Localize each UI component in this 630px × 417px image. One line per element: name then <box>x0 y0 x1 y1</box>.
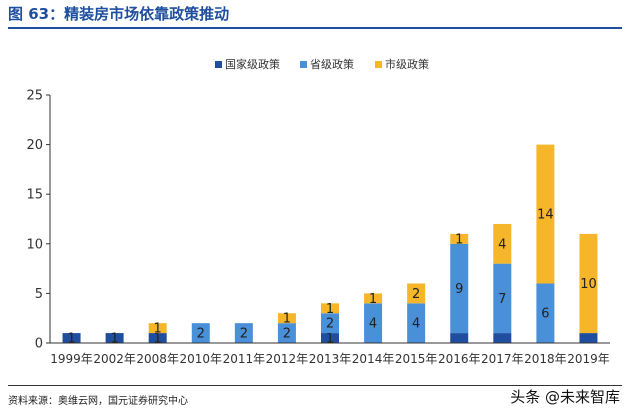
watermark: 头条 @未来智库 <box>510 388 620 406</box>
bar-segment <box>277 313 296 324</box>
x-tick-label: 2016年 <box>438 352 481 366</box>
title-divider <box>8 27 622 29</box>
chart-title: 图 63：精装房市场依靠政策推动 <box>8 5 230 23</box>
data-label: 6 <box>541 307 549 322</box>
bar-segment <box>62 333 81 343</box>
bar-segment <box>493 223 512 264</box>
bar-segment <box>579 333 598 343</box>
legend-label: 市级政策 <box>385 57 429 71</box>
source-note: 资料来源：奥维云网，国元证券研究中心 <box>8 396 188 407</box>
bar-segment <box>536 144 555 284</box>
x-tick-label: 2008年 <box>136 352 179 366</box>
y-tick-label: 20 <box>26 138 43 153</box>
data-label: 1 <box>326 302 334 317</box>
data-label: 2 <box>283 327 291 342</box>
bar-segment <box>148 323 167 334</box>
bar-segment <box>493 263 512 334</box>
legend-swatch <box>300 61 307 68</box>
x-tick-label: 2011年 <box>223 352 266 366</box>
bar-segment <box>105 333 124 343</box>
y-tick-label: 10 <box>26 237 43 252</box>
bar-segment <box>450 243 469 334</box>
bar-segment <box>321 313 339 334</box>
x-axis: 1999年 2002年 2008年 2010年 2011年 2012年 2013年 2014年… <box>50 342 610 366</box>
data-label: 2 <box>412 287 420 302</box>
x-tick-label: 2013年 <box>309 352 352 366</box>
bar-segment <box>407 303 426 343</box>
bar-segment <box>364 293 383 304</box>
data-label: 14 <box>537 208 554 223</box>
data-label: 7 <box>498 292 506 307</box>
legend: 国家级政策 省级政策 市级政策 <box>215 57 429 71</box>
data-label: 9 <box>455 282 463 297</box>
bar-segment <box>579 233 598 334</box>
data-label: 2 <box>197 327 205 342</box>
y-axis: 0 5 10 15 20 25 <box>26 89 51 352</box>
x-tick-label: 2019年 <box>567 352 610 366</box>
legend-swatch <box>215 61 222 68</box>
y-tick-label: 0 <box>35 337 43 352</box>
data-label: 1 <box>154 322 162 337</box>
data-label: 1 <box>283 312 291 327</box>
bar-segment <box>148 333 167 343</box>
y-tick-label: 5 <box>35 287 43 302</box>
data-label: 2 <box>326 317 334 332</box>
legend-label: 国家级政策 <box>225 57 280 71</box>
data-label: 4 <box>498 237 506 252</box>
bar-segment <box>234 323 253 343</box>
bar-segment <box>450 233 469 244</box>
bar-segment <box>321 303 339 314</box>
data-label: 2 <box>240 327 248 342</box>
data-label: 10 <box>580 277 597 292</box>
bar-segment <box>450 333 469 343</box>
bar-segment <box>364 303 383 343</box>
bar-segment <box>536 283 555 343</box>
bar-segment <box>493 333 512 343</box>
data-label: 1 <box>67 332 75 347</box>
bar-segment <box>191 323 210 343</box>
y-tick-label: 25 <box>26 89 43 104</box>
data-label: 4 <box>369 317 377 332</box>
data-label: 1 <box>369 292 377 307</box>
bar-segment <box>277 323 296 343</box>
x-tick-label: 2002年 <box>93 352 136 366</box>
x-tick-label: 2015年 <box>395 352 438 366</box>
x-tick-label: 2017年 <box>481 352 524 366</box>
data-label: 1 <box>110 332 118 347</box>
x-tick-label: 2014年 <box>352 352 395 366</box>
footer-divider <box>8 385 622 386</box>
x-tick-label: 2018年 <box>524 352 567 366</box>
data-label: 1 <box>154 332 162 347</box>
legend-swatch <box>375 61 382 68</box>
bar-segment <box>321 333 339 343</box>
x-tick-label: 2012年 <box>266 352 309 366</box>
data-label: 1 <box>326 332 334 347</box>
x-tick-label: 2010年 <box>179 352 222 366</box>
y-tick-label: 15 <box>26 188 43 203</box>
legend-label: 省级政策 <box>310 57 354 71</box>
data-label: 4 <box>412 317 420 332</box>
bar-segment <box>407 283 426 304</box>
x-tick-label: 1999年 <box>50 352 93 366</box>
data-label: 1 <box>455 232 463 247</box>
